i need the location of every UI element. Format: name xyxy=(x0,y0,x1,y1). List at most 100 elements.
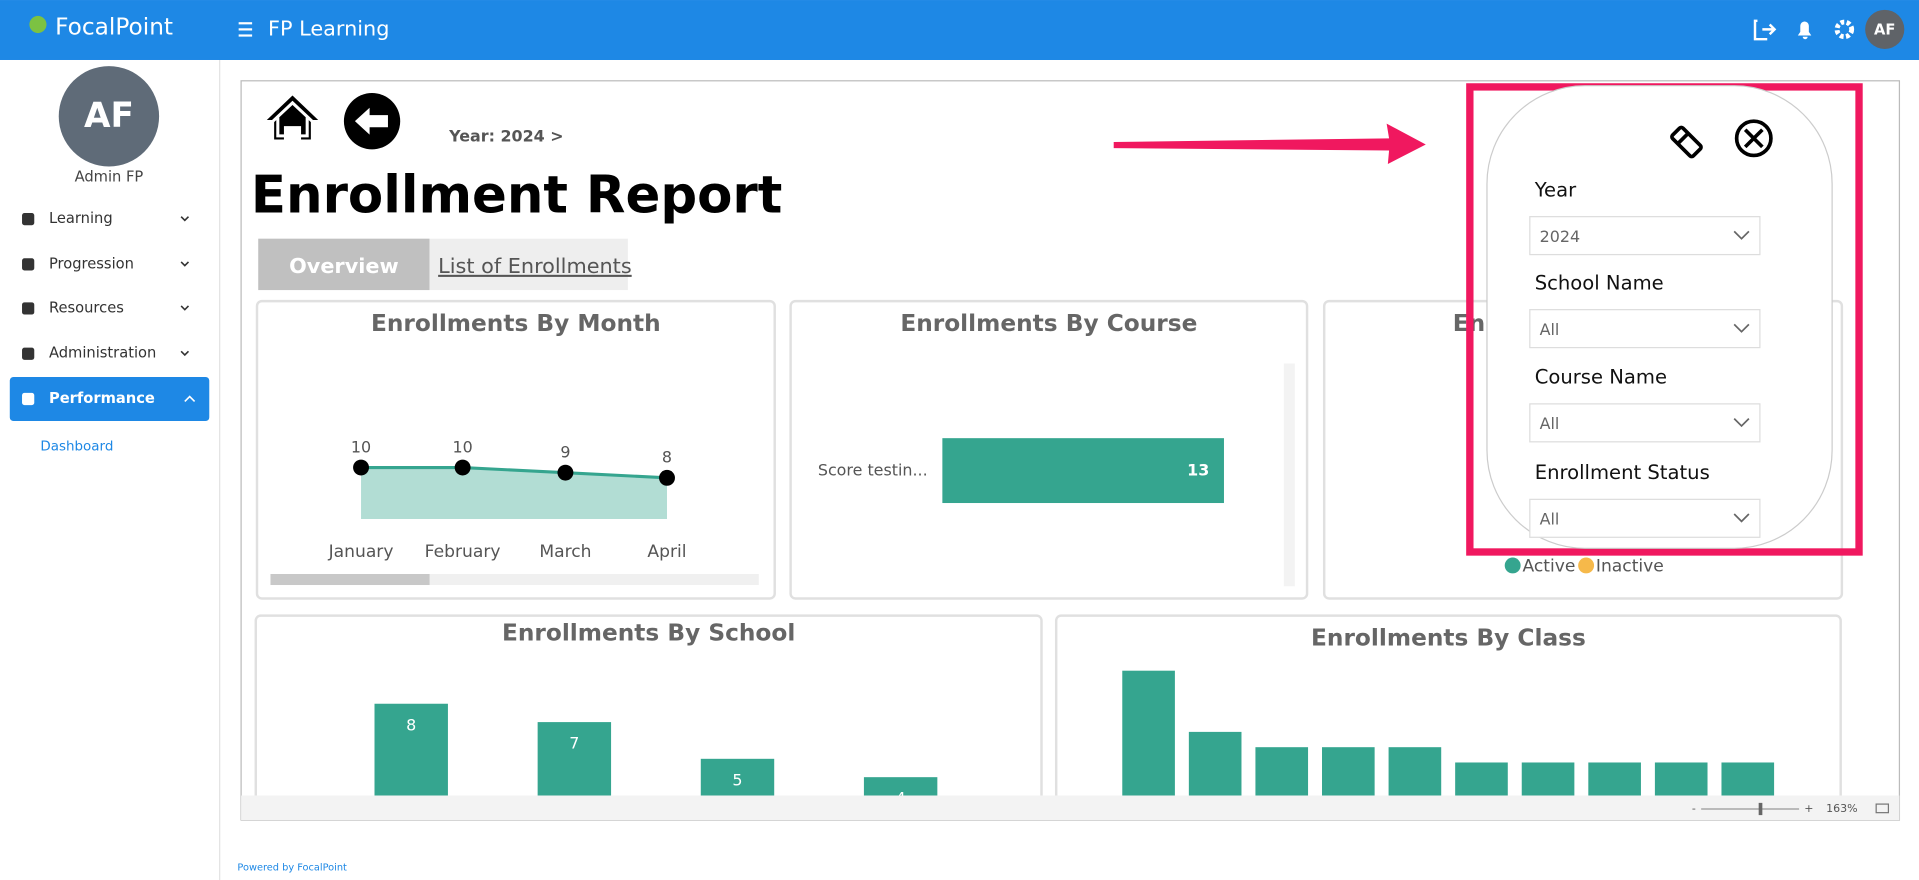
active-menu-bg xyxy=(9,376,210,422)
bell-icon[interactable] xyxy=(1797,21,1812,40)
data-label: 13 xyxy=(1187,461,1209,480)
dropdown-chevron xyxy=(1733,230,1750,240)
filter-dropdown[interactable] xyxy=(1529,498,1761,538)
filter-dropdown[interactable] xyxy=(1529,309,1761,349)
clear-filters[interactable] xyxy=(1670,125,1703,159)
menu-icon xyxy=(22,302,35,315)
avatar-initials: AF xyxy=(1874,22,1895,39)
menu-chevron xyxy=(180,305,190,311)
area xyxy=(361,467,667,519)
x-tick-label: April xyxy=(647,542,686,562)
scroll-thumb[interactable] xyxy=(270,574,430,586)
data-label: 10 xyxy=(452,437,472,456)
menu-chevron xyxy=(184,395,196,403)
point xyxy=(557,464,574,481)
close-panel[interactable] xyxy=(1734,119,1773,158)
profile-avatar xyxy=(58,66,160,167)
menu-item[interactable]: Learning xyxy=(49,210,113,227)
logo xyxy=(29,15,47,34)
chart-card xyxy=(255,299,776,600)
menu-chevron xyxy=(180,261,190,267)
bar xyxy=(863,777,938,796)
chart-title: Enrollments By Class xyxy=(1311,624,1586,651)
line xyxy=(361,466,668,480)
tab-bg xyxy=(429,238,628,291)
bar xyxy=(374,703,448,796)
menu-icon xyxy=(22,212,35,226)
submenu-item[interactable]: Dashboard xyxy=(40,440,113,455)
menu-item[interactable]: Progression xyxy=(49,255,134,272)
report-title: Enrollment Report xyxy=(251,165,782,225)
menu-icon xyxy=(22,347,35,360)
bar xyxy=(942,438,1224,504)
filter-label: Year xyxy=(1534,178,1577,201)
menu-item[interactable]: Administration xyxy=(49,345,156,362)
fit-page[interactable] xyxy=(1875,803,1890,814)
menu-item[interactable]: Performance xyxy=(49,390,155,407)
zoom-out[interactable]: - xyxy=(1692,802,1696,815)
tab[interactable]: List of Enrollments xyxy=(438,254,632,278)
bar xyxy=(1588,762,1641,796)
breadcrumb[interactable]: Year: 2024 > xyxy=(448,127,563,146)
brand: FocalPoint xyxy=(55,14,173,41)
filter-value: 2024 xyxy=(1540,227,1580,246)
point xyxy=(659,469,675,486)
menu-item[interactable]: Resources xyxy=(49,299,124,316)
tab-active-bg xyxy=(258,238,430,291)
filter-value: All xyxy=(1540,414,1560,433)
bar xyxy=(1721,762,1775,796)
y-tick-label: Score testin... xyxy=(818,461,928,480)
data-label: 8 xyxy=(662,448,672,467)
bar xyxy=(1521,762,1575,796)
zoom-thumb[interactable] xyxy=(1758,802,1763,816)
x-tick-label: January xyxy=(328,542,394,562)
bar xyxy=(1654,762,1708,796)
menu: Learning Progression Resources Administrati… xyxy=(22,210,196,407)
bar xyxy=(1322,747,1375,796)
bar xyxy=(1122,670,1175,796)
top-bar xyxy=(0,0,1919,60)
dropdown-chevron xyxy=(1733,417,1750,428)
data-label: 8 xyxy=(406,715,416,734)
legend-label: Inactive xyxy=(1596,557,1664,577)
chart-title: Enrollments By School xyxy=(502,619,795,646)
filter-value: All xyxy=(1540,320,1560,339)
bar xyxy=(1455,762,1508,796)
tab[interactable]: Overview xyxy=(289,254,399,278)
close-icon xyxy=(1743,128,1764,149)
bar xyxy=(1188,731,1242,796)
x-tick-label: March xyxy=(539,542,591,562)
filter-label: Enrollment Status xyxy=(1535,461,1710,484)
filter-value: All xyxy=(1540,510,1560,529)
user-avatar[interactable] xyxy=(1865,9,1905,49)
filter-dropdown[interactable] xyxy=(1529,403,1761,443)
profile-name: Admin FP xyxy=(75,168,144,185)
annotation-arrow xyxy=(1113,123,1426,165)
bar xyxy=(1255,747,1309,796)
point xyxy=(353,459,369,476)
menu-toggle[interactable] xyxy=(238,22,253,37)
footer: Powered by FocalPoint xyxy=(237,863,347,874)
bar xyxy=(1388,747,1442,796)
zoom-in[interactable]: + xyxy=(1804,802,1813,815)
filter-dropdown[interactable] xyxy=(1529,216,1761,256)
legend-label: Active xyxy=(1522,557,1575,577)
dropdown-chevron xyxy=(1733,323,1750,333)
scrollbar xyxy=(270,574,759,586)
chart-card xyxy=(1054,614,1842,796)
menu-chevron xyxy=(180,216,190,222)
back-arrow xyxy=(354,107,388,135)
menu-icon xyxy=(22,392,35,406)
logout-icon[interactable] xyxy=(1753,19,1777,41)
legend-swatch xyxy=(1504,557,1521,574)
chart-title: Enrollments By Course xyxy=(900,310,1197,337)
zoom-level: 163% xyxy=(1826,802,1857,815)
data-label: 4 xyxy=(896,789,906,808)
bar xyxy=(537,722,612,796)
home-icon[interactable] xyxy=(266,95,319,140)
dropdown-chevron xyxy=(1733,513,1750,523)
menu-chevron xyxy=(180,350,190,357)
settings-icon[interactable] xyxy=(1834,19,1855,40)
